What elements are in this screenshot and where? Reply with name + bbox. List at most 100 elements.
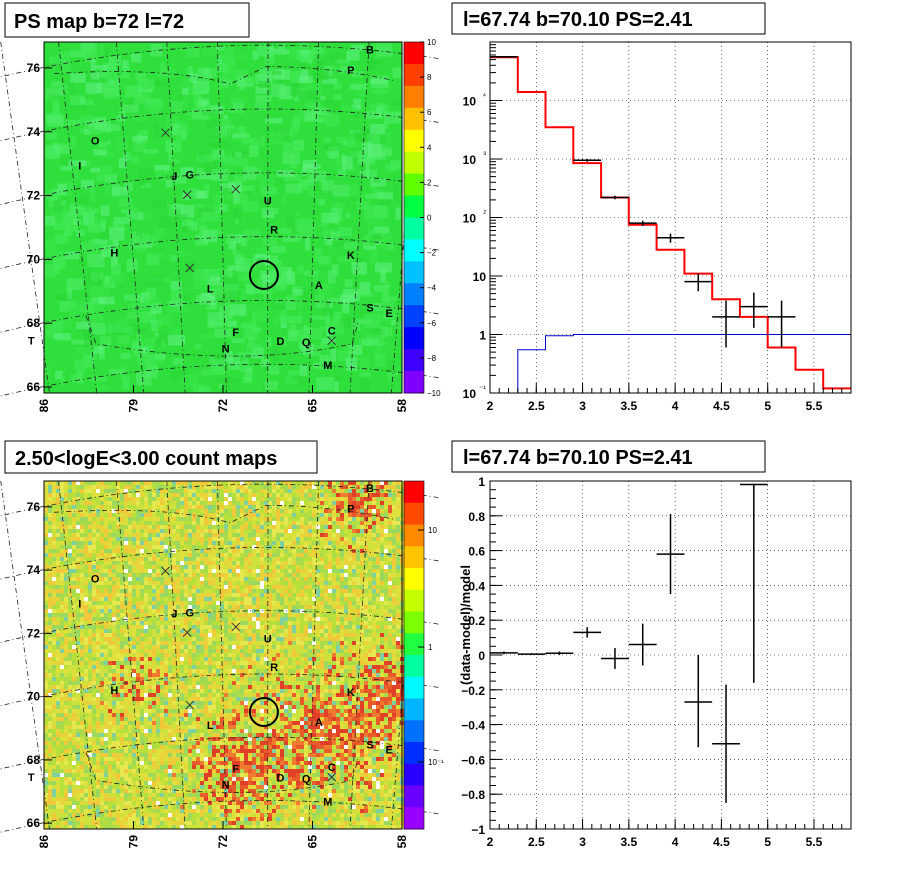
count-cell [172,517,176,521]
count-cell [232,545,236,549]
count-cell [216,637,220,641]
count-cell [220,573,224,577]
count-cell [56,605,60,609]
map-cell [292,289,303,296]
count-cell [108,501,112,505]
map-cell [184,111,197,116]
count-cell [132,521,136,525]
map-cell [375,354,386,367]
count-cell [88,533,92,537]
map-cell [324,66,333,77]
count-cell [168,537,172,541]
count-cell [232,497,236,501]
count-cell [280,529,284,533]
count-cell [216,485,220,489]
spectrum-grid [489,42,851,394]
count-cell [248,629,252,633]
map-cell [196,204,204,210]
count-cell [156,605,160,609]
count-cell [200,517,204,521]
map-cell [318,198,326,205]
count-cell [392,497,396,501]
count-cell [180,545,184,549]
count-cell [188,493,192,497]
count-cell [176,513,180,517]
count-cell [304,645,308,649]
count-cell [232,585,236,589]
count-cell [316,609,320,613]
count-cell [152,541,156,545]
count-cell [80,505,84,509]
count-cell [56,505,60,509]
count-cell [204,577,208,581]
count-cell [124,533,128,537]
map-cell [359,309,370,317]
count-cell [100,537,104,541]
count-cell [172,561,176,565]
count-cell [232,541,236,545]
count-cell [184,557,188,561]
count-cell [296,593,300,597]
count-cell [176,593,180,597]
map-cell [277,43,286,50]
count-cell [292,557,296,561]
count-cell [80,493,84,497]
count-cell [124,525,128,529]
count-cell [372,645,376,649]
count-cell [244,489,248,493]
count-cell [340,605,344,609]
count-cell [320,485,324,489]
map-cell [273,69,291,80]
count-cell [152,525,156,529]
count-cell [264,509,268,513]
map-cell [326,297,343,303]
count-cell [296,617,300,621]
count-cell [380,541,384,545]
count-cell [188,629,192,633]
count-cell [120,493,124,497]
count-cell [84,493,88,497]
count-cell [272,597,276,601]
count-cell [240,633,244,637]
count-cell [168,649,172,653]
count-cell [284,521,288,525]
count-cell [284,569,288,573]
count-cell [348,517,352,521]
count-cell [260,485,264,489]
count-cell [100,577,104,581]
count-cell [208,481,212,485]
count-cell [376,625,380,629]
count-cell [168,593,172,597]
count-cell [200,549,204,553]
map-cell [81,159,92,167]
count-cell [308,593,312,597]
count-cell [384,565,388,569]
count-cell [60,497,64,501]
count-cell [324,513,328,517]
count-cell [80,541,84,545]
count-cell [356,641,360,645]
count-cell [308,509,312,513]
count-cell [144,497,148,501]
count-cell [208,525,212,529]
count-cell [200,621,204,625]
count-cell [340,645,344,649]
count-cell [240,545,244,549]
count-cell [68,525,72,529]
count-cell [100,565,104,569]
count-cell [196,541,200,545]
count-cell [180,493,184,497]
target-circle [248,259,279,290]
count-cell [352,565,356,569]
count-cell [184,549,188,553]
count-cell [92,497,96,501]
count-cell [264,541,268,545]
map-cell [261,207,279,214]
count-cell [88,641,92,645]
count-cell [312,517,316,521]
count-cell [84,529,88,533]
count-cell [208,569,212,573]
count-cell [300,645,304,649]
count-cell [144,621,148,625]
map-cell [274,49,290,55]
